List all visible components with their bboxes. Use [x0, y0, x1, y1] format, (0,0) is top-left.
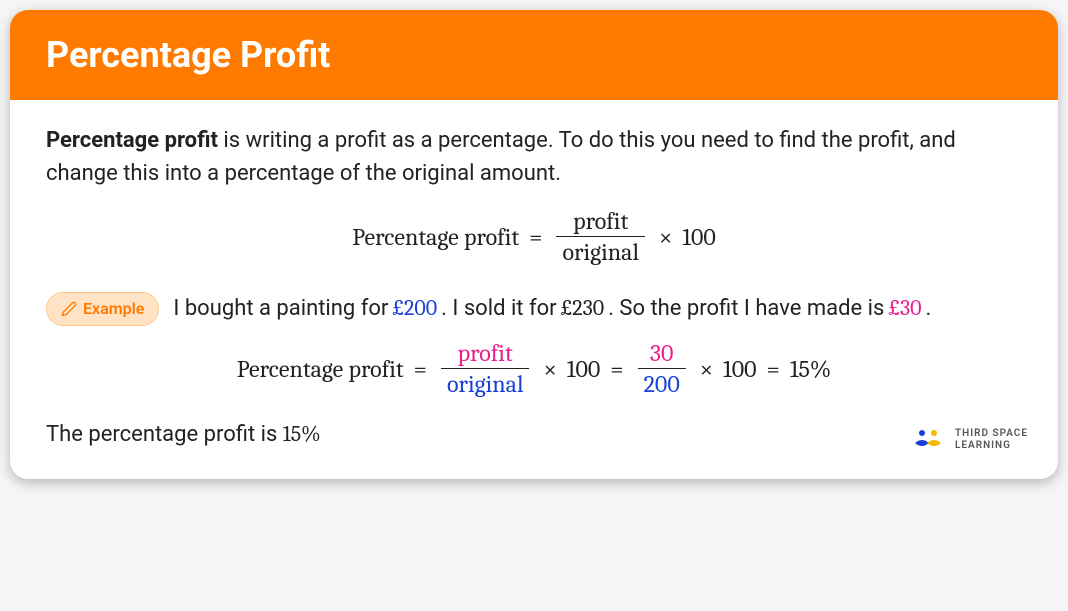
- intro-paragraph: Percentage profit is writing a profit as…: [46, 124, 1022, 190]
- fraction-num-profit: profit: [452, 340, 519, 368]
- fraction-den-200: 200: [638, 368, 686, 397]
- card-header: Percentage Profit: [10, 10, 1058, 100]
- intro-term: Percentage profit: [46, 128, 218, 153]
- example-text-3: . So the profit I have made is: [608, 292, 884, 325]
- profit-amount: £30: [888, 292, 921, 325]
- fraction-num-30: 30: [644, 340, 679, 368]
- equals-sign: =: [414, 351, 427, 387]
- example-text-1: I bought a painting for: [173, 292, 388, 325]
- times-sign: ×: [659, 219, 672, 255]
- example-badge-label: Example: [83, 297, 144, 321]
- fraction: profit original: [556, 208, 645, 266]
- hundred: 100: [723, 351, 757, 387]
- fraction-labeled: profit original: [441, 340, 530, 398]
- result-value: 15%: [790, 351, 831, 387]
- example-badge: Example: [46, 292, 159, 326]
- fraction-denominator: original: [556, 236, 645, 265]
- equals-sign: =: [610, 351, 623, 387]
- equals-sign: =: [767, 351, 780, 387]
- example-text-2: . I sold it for: [441, 292, 556, 325]
- conclusion: The percentage profit is 15%: [46, 418, 1022, 451]
- formula-definition: Percentage profit = profit original × 10…: [46, 208, 1022, 266]
- times-sign: ×: [700, 351, 713, 387]
- card-content: Percentage profit is writing a profit as…: [10, 100, 1058, 479]
- formula2-lhs: Percentage profit: [237, 351, 404, 387]
- brand-line-1: THIRD SPACE: [955, 428, 1028, 440]
- brand-text: THIRD SPACE LEARNING: [955, 428, 1028, 452]
- fraction-numerator: profit: [567, 208, 634, 236]
- page-title: Percentage Profit: [46, 34, 1022, 76]
- fraction-den-original: original: [441, 368, 530, 397]
- lesson-card: Percentage Profit Percentage profit is w…: [10, 10, 1058, 479]
- example-text-4: .: [926, 292, 932, 325]
- logo-mark-icon: [913, 427, 947, 453]
- hundred: 100: [682, 219, 716, 255]
- formula-worked: Percentage profit = profit original × 10…: [46, 340, 1022, 398]
- brand-logo: THIRD SPACE LEARNING: [913, 427, 1028, 453]
- times-sign: ×: [543, 351, 556, 387]
- example-paragraph: Example I bought a painting for £200 . I…: [46, 292, 1022, 326]
- brand-line-2: LEARNING: [955, 440, 1028, 452]
- fraction-numeric: 30 200: [638, 340, 686, 398]
- price-buy: £200: [392, 292, 437, 325]
- equals-sign: =: [529, 219, 542, 255]
- formula-lhs: Percentage profit: [352, 219, 519, 255]
- hundred: 100: [567, 351, 601, 387]
- price-sell: £230: [561, 292, 605, 325]
- conclusion-text: The percentage profit is: [46, 422, 283, 447]
- conclusion-value: 15%: [283, 421, 321, 447]
- pencil-icon: [61, 301, 77, 317]
